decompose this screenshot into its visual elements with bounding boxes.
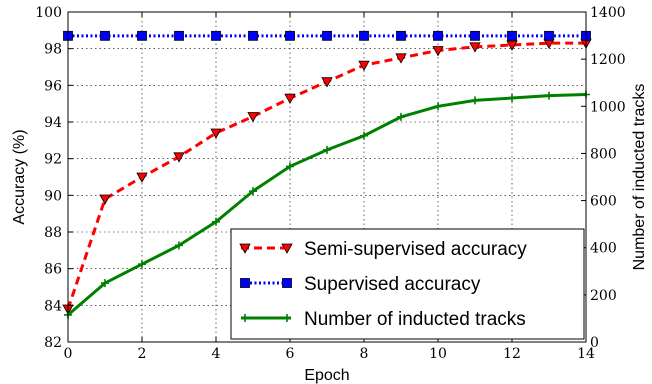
data-point [323,145,331,154]
legend-marker [283,314,291,322]
legend-marker [239,243,251,254]
data-point [248,30,258,41]
data-point [507,30,517,41]
data-point [99,194,111,205]
y-left-tick-label: 94 [44,115,62,131]
legend: Semi-supervised accuracy Supervised accur… [230,228,585,340]
x-tick-label: 8 [360,346,369,362]
data-point [138,260,146,269]
data-point [137,30,147,41]
y-left-tick-label: 88 [44,225,62,241]
data-point [212,217,220,226]
data-point [397,112,405,121]
y-right-tick-label: 400 [590,241,617,257]
y-right-tick-label: 800 [590,146,617,162]
data-point [508,94,516,103]
data-point [101,279,109,288]
x-tick-label: 4 [212,346,221,362]
y-left-tick-label: 82 [44,335,62,351]
data-point [396,30,406,41]
data-point [470,30,480,41]
y-left-tick-label: 92 [44,152,62,168]
x-tick-label: 12 [503,346,521,362]
y-left-tick-label: 96 [44,78,62,94]
legend-label: Semi-supervised accuracy [304,239,527,260]
y-left-tick-label: 86 [44,262,62,278]
y-left-tick-label: 98 [44,42,62,58]
data-point [360,131,368,140]
data-point [432,46,444,57]
y-left-tick-label: 100 [35,5,62,21]
y-axis-right-label: Number of inducted tracks [631,84,648,271]
y-right-tick-label: 600 [590,194,617,210]
legend-label: Number of inducted tracks [304,309,526,330]
data-point [433,30,443,41]
data-point [211,30,221,41]
x-axis-label: Epoch [304,367,349,384]
data-point [359,30,369,41]
data-point [173,152,185,163]
x-tick-label: 14 [577,346,595,362]
data-point [544,30,554,41]
data-point [100,30,110,41]
y-right-tick-label: 0 [590,335,599,351]
data-point [247,112,259,123]
data-point [358,60,370,71]
y-left-tick-label: 90 [44,188,62,204]
legend-marker [281,243,293,254]
data-point [395,53,407,64]
x-tick-label: 0 [64,346,73,362]
data-point [469,42,481,53]
data-point [249,187,257,196]
y-left-tick-label: 84 [44,298,62,314]
series-2 [63,30,591,41]
data-point [471,96,479,105]
data-point [175,241,183,250]
plot-frame [67,11,587,343]
y-right-tick-label: 1000 [590,99,626,115]
legend-label: Supervised accuracy [304,274,481,295]
legend-marker [282,278,292,288]
data-point [285,30,295,41]
legend-marker [240,278,250,288]
y-axis-left-label: Accuracy (%) [11,129,28,224]
data-point [321,77,333,88]
series-1 [62,38,592,315]
data-point [434,102,442,111]
x-tick-label: 6 [286,346,295,362]
x-tick-label: 2 [138,346,147,362]
data-point [322,30,332,41]
data-point [174,30,184,41]
data-point [506,40,518,51]
data-point [545,91,553,100]
y-right-tick-label: 200 [590,288,617,304]
legend-marker [241,314,249,322]
y-right-tick-label: 1400 [590,5,626,21]
data-point [284,93,296,104]
data-point [136,172,148,183]
series-3 [64,90,590,319]
data-point [210,128,222,139]
axis-ticks: 0 2 4 6 8 10 12 1482848688909294969810002004006… [35,5,625,362]
x-tick-label: 10 [429,346,447,362]
y-right-tick-label: 1200 [590,52,626,68]
data-point [286,162,294,171]
